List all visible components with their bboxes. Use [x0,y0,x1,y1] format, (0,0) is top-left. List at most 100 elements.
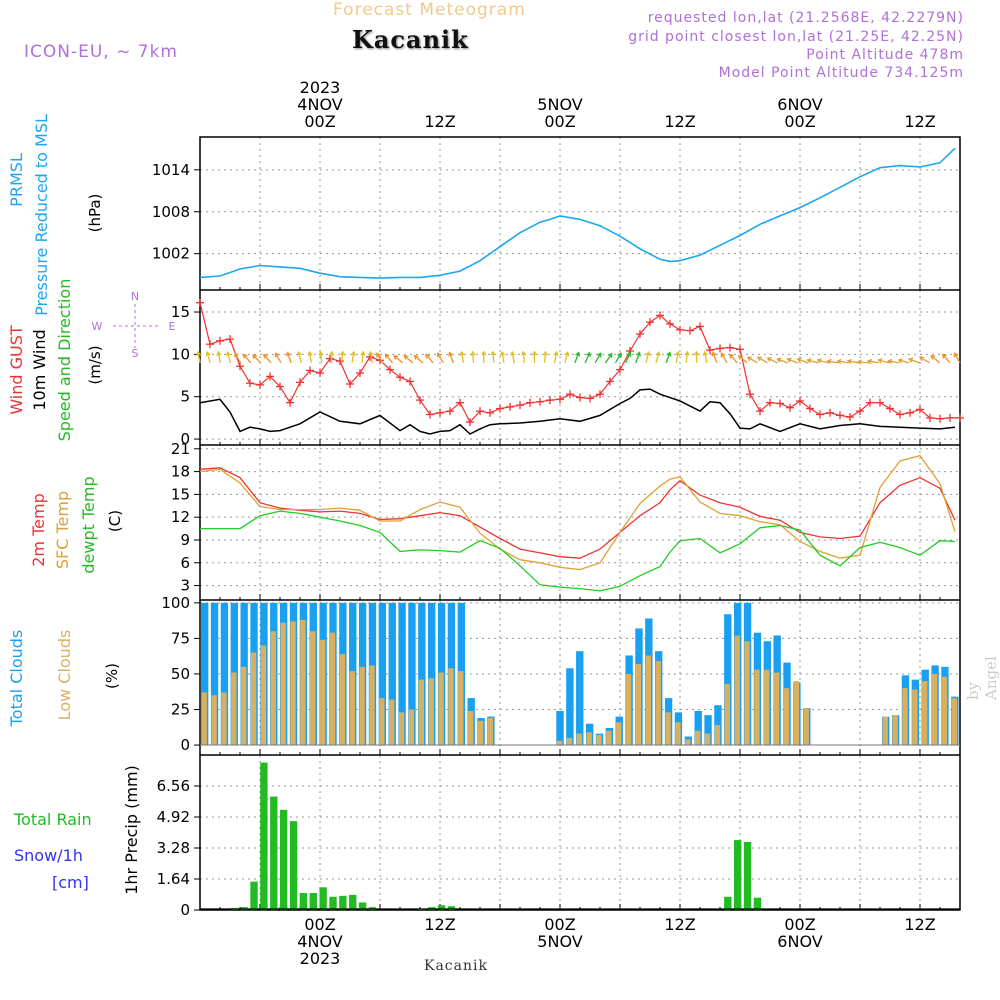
panel-axis-label: (m/s) [86,345,104,384]
rain-bar [250,881,258,910]
compass-north: N [131,290,139,303]
wind-arrow-head [470,350,476,356]
total-cloud-bar [576,651,584,746]
time-label-top: 2023 [300,78,341,97]
wind-direction-arrow [252,354,262,364]
y-tick-label: 9 [180,531,190,549]
low-cloud-bar [359,666,365,746]
rain-bar [309,892,317,910]
wind-arrow-head [675,350,681,356]
y-tick-label: 18 [171,463,190,481]
wind-arrow-head [384,353,390,359]
low-cloud-bar [290,621,296,746]
requested-coords: requested lon,lat (21.2568E, 42.2279N) [647,10,964,26]
wind-direction-arrow [777,358,788,364]
wind-direction-arrow [492,351,495,363]
pressure-line [199,147,956,279]
wind-arrow-head [425,353,430,359]
wind-arrow-head [500,350,506,356]
wind-direction-arrow [645,352,650,364]
wind-arrow-head [242,353,248,359]
wind-arrow-head [263,353,268,359]
total-cloud-bar [408,602,416,746]
low-cloud-bar [754,669,760,746]
low-cloud-bar [566,737,573,746]
low-cloud-bar [408,709,415,746]
low-cloud-bar [418,679,425,746]
wind-arrow-head [645,350,651,357]
time-label-bottom: 12Z [424,915,455,934]
wind-direction-arrow [543,351,547,363]
wind-arrow-head [786,357,792,363]
y-tick-label: 5 [180,388,190,406]
y-tick-label: 100 [161,594,190,612]
low-cloud-bar [231,672,237,746]
panel-axis-label: (%) [103,663,121,689]
temperature-line [199,467,956,559]
wind-direction-arrow [584,352,591,364]
low-cloud-bar [310,631,316,746]
wind-direction-arrow [635,352,641,364]
panel-axis-label: SFC Temp [53,491,72,569]
footer-station: Kacanik [424,958,488,974]
wind-direction-arrow [930,355,941,364]
low-cloud-bar [695,730,701,746]
wind-arrow-head [553,350,559,356]
wind-direction-arrow [837,360,849,364]
wind-arrow-head [626,351,632,357]
wind-arrow-head [436,352,442,358]
panel-axis-label: 2m Temp [29,493,48,567]
time-label-top: 00Z [544,112,575,131]
wind-direction-arrow [361,351,364,363]
time-label-bottom: 12Z [904,915,935,934]
rain-bar [724,896,732,910]
wind-direction-arrow [594,352,602,364]
wind-direction-arrow [564,352,569,364]
wind-direction-arrow [574,352,580,364]
total-cloud-bar [704,715,712,746]
wind-arrow-head [459,350,465,356]
wind-arrow-head [360,350,366,356]
wind-arrow-head [205,350,211,357]
y-tick-label: 6.56 [157,777,190,795]
wind-arrow-head [617,352,622,358]
wind-direction-arrow [308,351,313,363]
low-cloud-bar [349,671,355,746]
low-cloud-bar [931,673,938,746]
wind-arrow-head [836,358,842,365]
wind-arrow-head [907,357,914,363]
wind-arrow-head [796,357,802,363]
wind-arrow-head [711,351,717,357]
low-cloud-bar [892,715,898,746]
wind-direction-arrow [437,352,444,364]
wind-arrow-head [225,350,231,357]
wind-direction-arrow [908,358,920,364]
total-cloud-bar [201,602,209,746]
wind-direction-arrow [675,351,679,363]
wind-arrow-head [216,350,222,356]
low-cloud-bar [576,733,582,746]
panel-axis-label: Pressure Reduced to MSL [32,114,51,316]
wind-arrow-head [930,354,936,360]
wind-arrow-head [702,350,708,356]
wind-arrow-head [776,357,782,363]
low-cloud-bar [221,692,227,746]
low-cloud-bar [428,678,434,746]
rain-bar [447,906,456,910]
low-cloud-bar [764,669,770,746]
rain-bar [279,809,288,910]
wind-direction-arrow [414,355,424,364]
low-cloud-bar [606,730,612,746]
wind-direction-arrow [511,351,515,363]
wind-arrow-head [756,356,762,362]
wind-direction-arrow [319,351,323,363]
wind-speed-line [199,388,956,435]
time-label-bottom: 6NOV [777,932,822,951]
wind-direction-arrow [704,351,708,363]
temperature-line [200,510,956,592]
wind-arrow-head [413,354,419,360]
wind-direction-arrow [888,360,900,364]
time-label-bottom: 4NOV [297,932,342,951]
low-cloud-bar [556,740,563,746]
time-label-top: 4NOV [297,95,342,114]
